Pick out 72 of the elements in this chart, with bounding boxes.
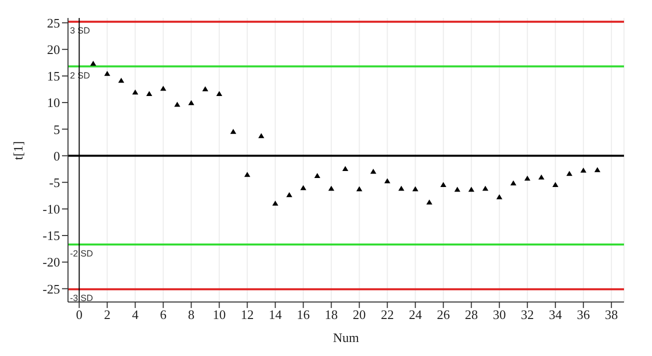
point bbox=[314, 172, 320, 178]
point bbox=[356, 186, 362, 192]
x-tick-label: 36 bbox=[576, 307, 590, 322]
y-tick-label: -5 bbox=[49, 174, 60, 190]
x-tick-label: 38 bbox=[604, 307, 618, 322]
x-tick-label: 26 bbox=[436, 307, 450, 322]
point bbox=[286, 192, 292, 198]
x-tick-label: 6 bbox=[160, 307, 167, 322]
ref-line-label: -3 SD bbox=[70, 293, 94, 304]
x-tick-label: 8 bbox=[188, 307, 194, 322]
y-tick-label: 0 bbox=[54, 148, 60, 164]
point bbox=[496, 194, 502, 200]
point bbox=[384, 178, 390, 184]
point bbox=[594, 167, 600, 172]
point bbox=[426, 200, 432, 205]
x-tick-label: 24 bbox=[408, 307, 422, 322]
point bbox=[566, 170, 572, 176]
point bbox=[230, 128, 236, 134]
point bbox=[454, 186, 460, 192]
point bbox=[510, 180, 516, 186]
x-tick-label: 12 bbox=[240, 307, 254, 322]
x-tick-label: 2 bbox=[104, 307, 110, 322]
y-tick-label: 25 bbox=[47, 15, 60, 30]
point bbox=[160, 86, 166, 91]
point bbox=[524, 176, 530, 181]
x-tick-label: 14 bbox=[268, 307, 282, 322]
point bbox=[370, 168, 376, 174]
point bbox=[202, 86, 208, 92]
x-tick-label: 32 bbox=[520, 307, 534, 322]
point bbox=[174, 102, 180, 107]
y-tick-label: -15 bbox=[42, 228, 60, 244]
y-tick-label: 15 bbox=[47, 68, 60, 84]
point bbox=[104, 70, 110, 76]
point bbox=[342, 166, 348, 172]
x-tick-label: 0 bbox=[76, 307, 82, 322]
point bbox=[412, 186, 418, 192]
y-tick-label: 5 bbox=[54, 122, 60, 137]
y-tick-label: 20 bbox=[47, 42, 60, 57]
point bbox=[468, 186, 474, 192]
x-tick-label: 20 bbox=[352, 307, 366, 322]
x-tick-label: 28 bbox=[464, 307, 478, 322]
point bbox=[328, 186, 334, 191]
x-tick-label: 34 bbox=[548, 307, 562, 322]
x-tick-label: 4 bbox=[132, 307, 139, 322]
x-tick-label: 10 bbox=[212, 307, 226, 322]
point bbox=[440, 182, 446, 187]
y-tick-label: -25 bbox=[42, 281, 60, 296]
point bbox=[538, 174, 544, 180]
point bbox=[90, 60, 96, 66]
point bbox=[272, 200, 278, 206]
point bbox=[580, 168, 586, 173]
point bbox=[132, 89, 138, 94]
x-tick-label: 18 bbox=[324, 307, 338, 322]
x-tick-label: 30 bbox=[492, 307, 506, 322]
point bbox=[188, 100, 194, 106]
ref-line-label: -2 SD bbox=[70, 248, 94, 259]
point bbox=[482, 186, 488, 191]
point bbox=[300, 185, 306, 190]
y-axis-title: t[1] bbox=[10, 141, 26, 160]
point bbox=[216, 91, 222, 96]
point bbox=[146, 91, 152, 96]
point bbox=[552, 182, 558, 187]
y-tick-label: -20 bbox=[42, 254, 60, 270]
x-axis-title: Num bbox=[333, 330, 359, 345]
x-tick-label: 22 bbox=[380, 307, 394, 322]
x-tick-label: 16 bbox=[296, 307, 310, 322]
y-tick-label: 10 bbox=[47, 95, 60, 110]
point bbox=[118, 78, 124, 83]
point bbox=[398, 186, 404, 191]
point bbox=[258, 133, 264, 138]
y-tick-label: -10 bbox=[42, 202, 60, 217]
point bbox=[244, 172, 250, 177]
